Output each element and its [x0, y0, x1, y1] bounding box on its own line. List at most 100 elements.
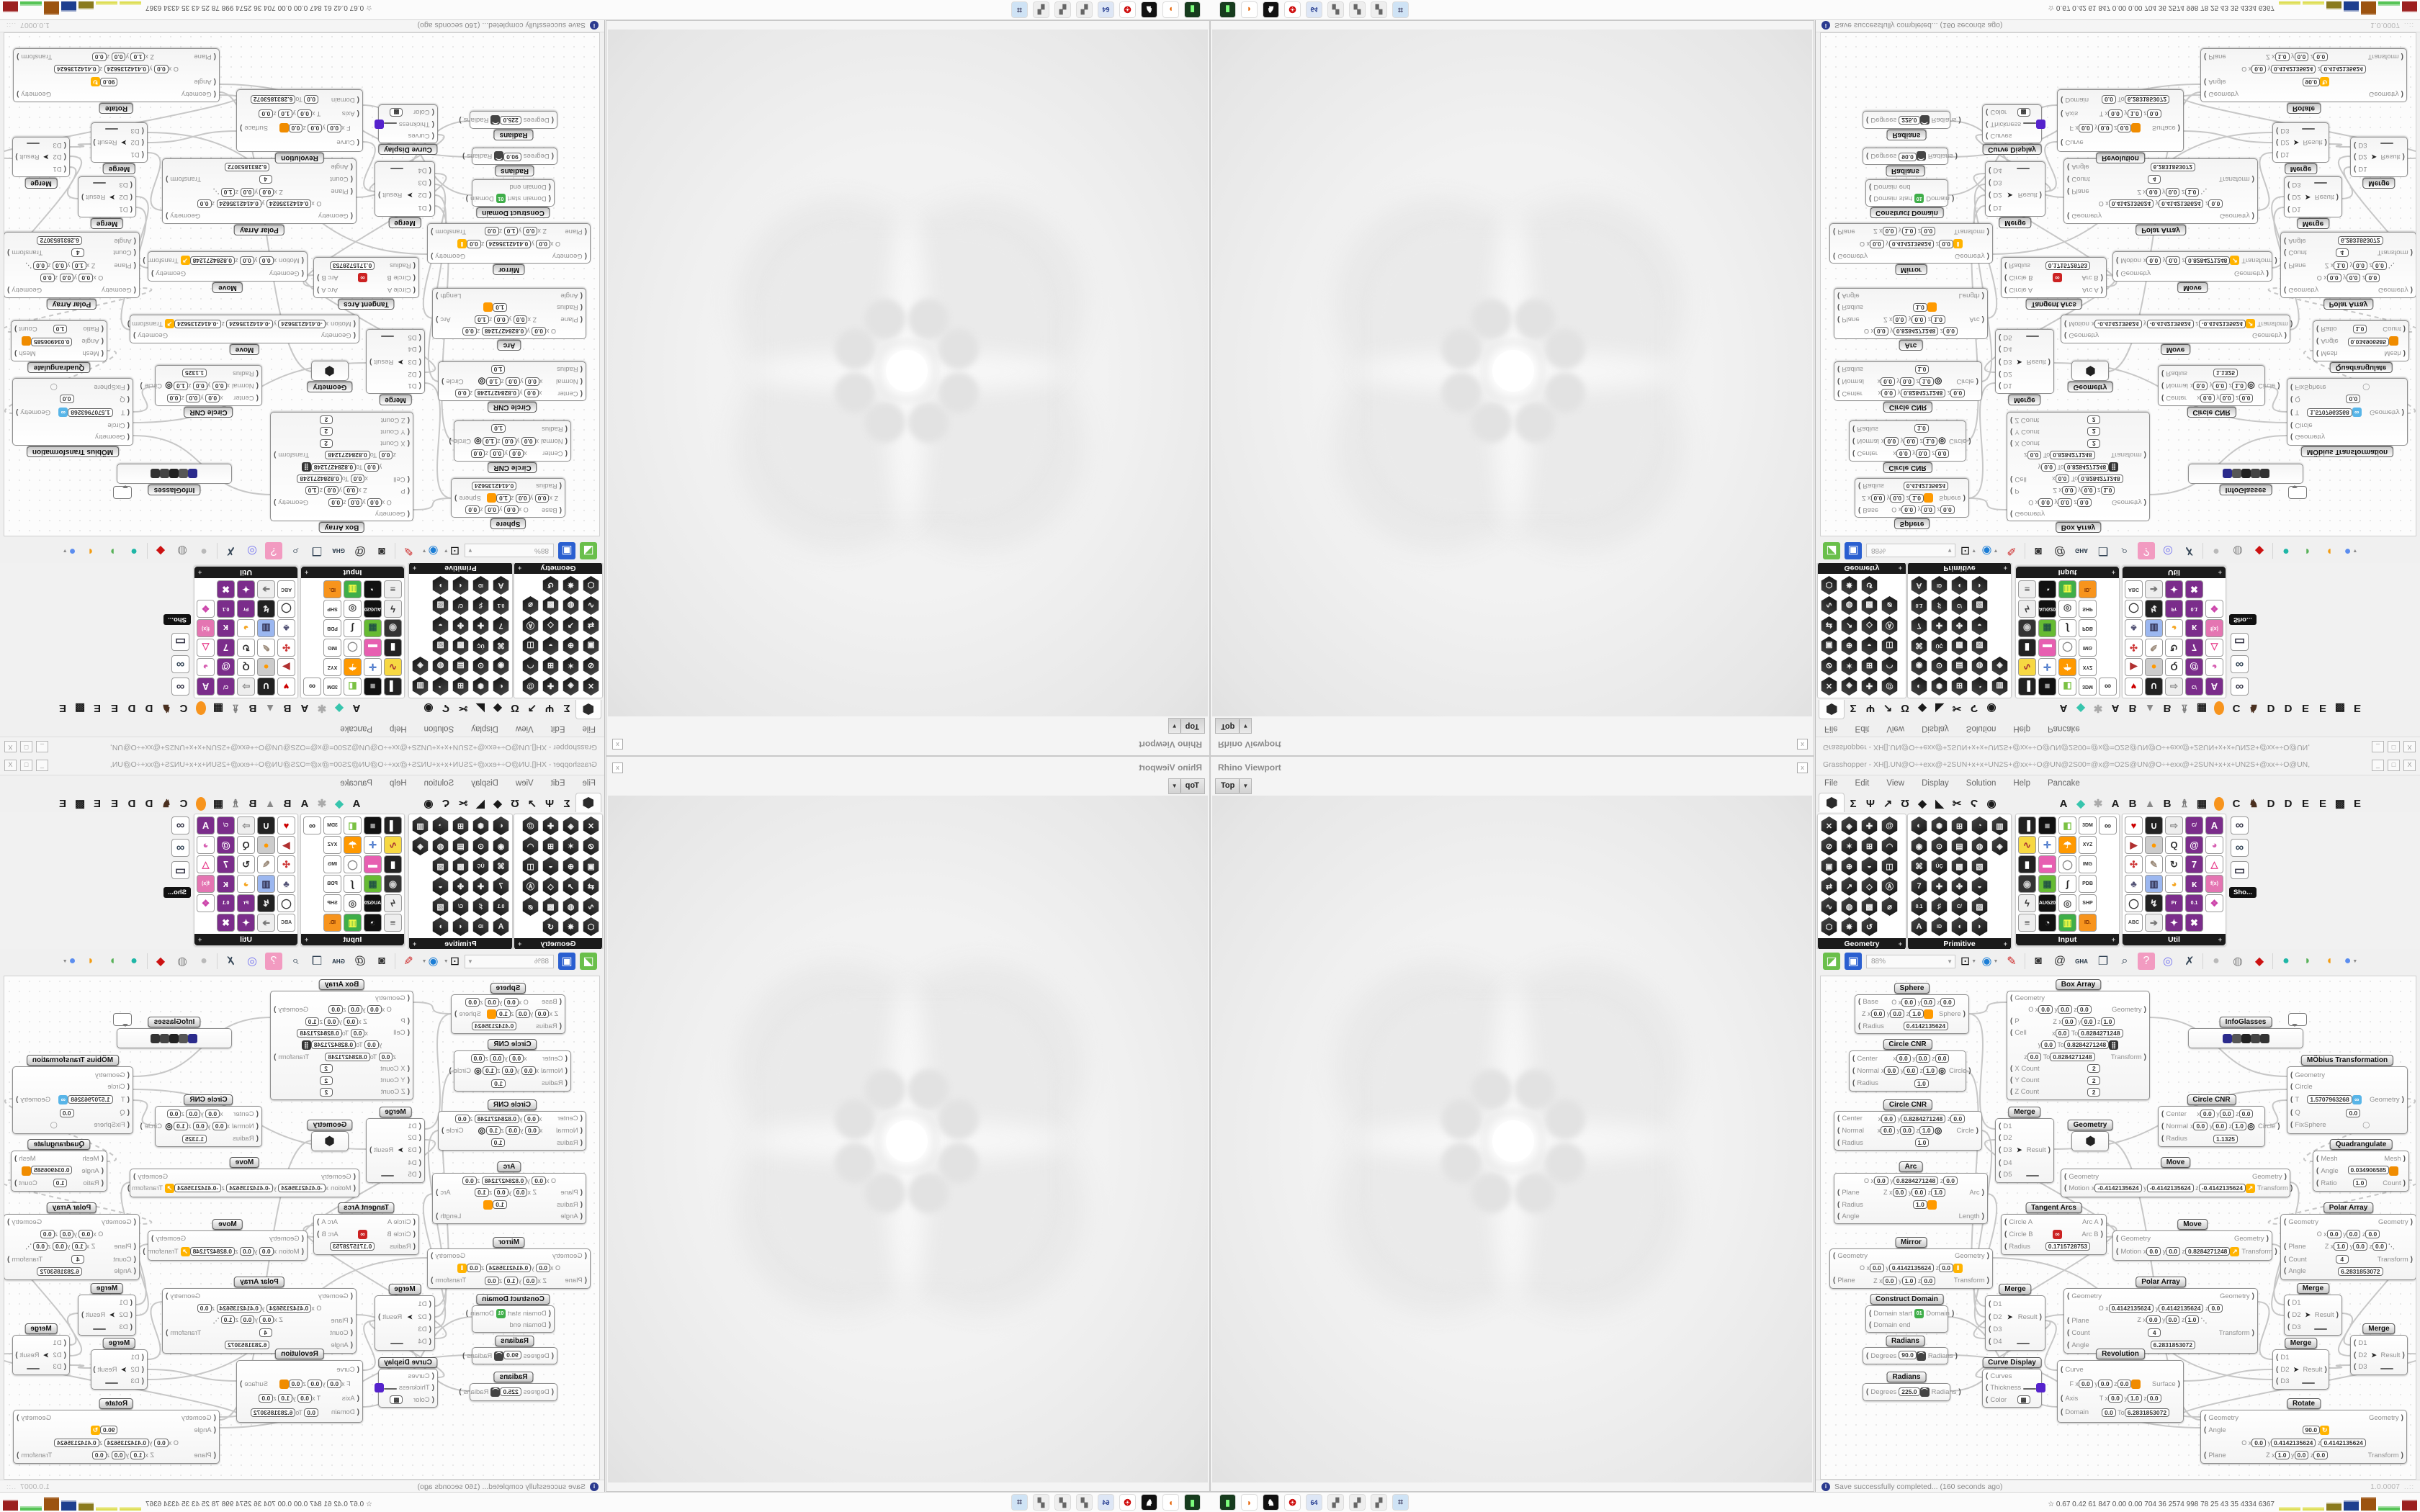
input-port[interactable]: ( — [1858, 482, 1861, 490]
output-port[interactable]: ) — [140, 382, 143, 390]
tab-mesh[interactable]: ◣ — [1935, 702, 1944, 714]
save-file-icon[interactable]: ▣ — [1845, 542, 1862, 559]
value-chip[interactable]: 0.0 — [327, 124, 342, 133]
value-chip[interactable]: 0.0 — [2200, 393, 2215, 402]
floppy64-app-icon[interactable]: 64 — [1098, 1495, 1113, 1510]
component-icon[interactable]: XYZ — [2079, 836, 2097, 854]
value-chip[interactable]: 1.0 — [1913, 1200, 1927, 1209]
component-icon[interactable]: ∞ — [2099, 678, 2117, 696]
component-icon[interactable]: ✛ — [2038, 836, 2056, 854]
component-icon[interactable]: ÜÇ — [472, 636, 490, 655]
output-port[interactable]: ) — [1976, 377, 1978, 385]
output-port[interactable]: ) — [7, 286, 10, 294]
input-port[interactable]: ( — [548, 183, 551, 191]
ribbon-group-label[interactable]: Primitive + — [1908, 562, 2011, 574]
component-icon[interactable]: ◈ — [562, 677, 580, 696]
value-chip[interactable]: 0.0 — [503, 997, 519, 1007]
output-port[interactable]: ) — [14, 325, 17, 333]
value-chip[interactable]: 1.0 — [130, 53, 145, 61]
component-icon[interactable]: κ — [217, 619, 235, 637]
value-chip[interactable]: 0.1715728753 — [2045, 261, 2091, 270]
value-chip[interactable]: 0.0 — [2200, 1110, 2215, 1119]
input-port[interactable]: ( — [407, 1076, 410, 1085]
tab-curve[interactable]: Ʊ — [510, 702, 520, 715]
output-port[interactable]: ) — [431, 251, 434, 260]
value-chip[interactable]: 0.0 — [348, 498, 362, 507]
component-icon[interactable]: ◖ — [452, 917, 470, 936]
component-icon[interactable]: ♣ — [2125, 875, 2143, 893]
value-chip[interactable]: 0.4142135624 — [2108, 1303, 2154, 1313]
save-file-icon[interactable]: ▣ — [1845, 953, 1862, 970]
output-port[interactable]: ) — [431, 227, 434, 235]
menu-item-file[interactable]: File — [582, 724, 596, 733]
tab-plugin-flower[interactable]: ✱ — [2093, 798, 2103, 810]
input-port[interactable]: ( — [357, 95, 359, 104]
component-icon[interactable]: ID. — [323, 580, 341, 598]
input-port[interactable]: ( — [127, 1083, 130, 1092]
component-icon[interactable]: ▧ — [1971, 636, 1989, 655]
input-port[interactable]: ( — [584, 1277, 587, 1285]
input-port[interactable]: ( — [1869, 194, 1872, 202]
tab-plugin-mountain[interactable]: ▲ — [264, 702, 276, 715]
component-icon[interactable]: ◍ — [1971, 657, 1989, 675]
component-icon[interactable]: ✺ — [1930, 677, 1948, 696]
value-chip[interactable]: 0.0 — [1943, 326, 1958, 336]
node-quadrangulate[interactable]: Quadrangulate(Mesh Mesh)(Angle 0.034906585… — [2313, 320, 2409, 373]
value-chip[interactable]: 0.0 — [2146, 1394, 2161, 1403]
overflow-component-icon[interactable]: ∞ — [171, 839, 189, 857]
menu-item-display[interactable]: Display — [471, 779, 498, 788]
input-port[interactable]: ( — [127, 1095, 130, 1104]
value-chip[interactable]: 0.0 — [59, 395, 74, 404]
component-icon[interactable]: ◕ — [237, 619, 255, 637]
input-port[interactable]: ( — [580, 292, 583, 300]
preview-off-icon[interactable]: ● — [2208, 542, 2225, 559]
component-icon[interactable]: C/ — [452, 897, 470, 916]
help-box-icon[interactable]: ? — [265, 542, 282, 559]
value-chip[interactable]: 0.0 — [40, 1229, 55, 1238]
value-chip[interactable]: 6.2831853072 — [2338, 236, 2383, 246]
input-port[interactable]: ( — [2064, 319, 2067, 328]
input-port[interactable]: ( — [418, 369, 421, 378]
value-chip[interactable]: 2 — [319, 1064, 333, 1074]
value-chip[interactable] — [2023, 1387, 2037, 1390]
component-icon[interactable]: ◒ — [1971, 877, 1988, 896]
menu-item-edit[interactable]: Edit — [1855, 779, 1870, 788]
tab-plugin-c[interactable]: C — [179, 797, 188, 810]
value-chip[interactable]: 0.0 — [2146, 109, 2161, 118]
output-port[interactable]: ) — [2143, 498, 2146, 507]
value-chip[interactable]: 0.0 — [1892, 1188, 1907, 1197]
value-chip[interactable]: 0.4142135624 — [2321, 1439, 2366, 1448]
component-icon[interactable]: ▐ — [2018, 678, 2036, 696]
value-chip[interactable]: 0.0 — [2165, 1315, 2180, 1325]
value-chip[interactable]: 0.0 — [259, 256, 274, 266]
input-port[interactable]: ( — [357, 1366, 359, 1374]
value-chip[interactable]: 0.0 — [2027, 1053, 2042, 1062]
component-icon[interactable]: ■ — [2038, 678, 2056, 696]
value-chip[interactable]: 0.0 — [1939, 1263, 1954, 1272]
component-icon[interactable]: ◈ — [1840, 677, 1858, 696]
group-expand-icon[interactable]: + — [518, 940, 522, 948]
tab-plugin-e1[interactable]: E — [2301, 797, 2309, 810]
component-icon[interactable]: ↺ — [1860, 576, 1878, 595]
input-port[interactable]: ( — [141, 138, 144, 147]
component-icon[interactable]: ↯ — [257, 600, 275, 618]
component-icon[interactable]: A — [1911, 917, 1927, 936]
group-expand-icon[interactable]: + — [2218, 569, 2222, 576]
input-port[interactable]: ( — [2316, 1179, 2319, 1187]
value-chip[interactable]: 0.4142135624 — [216, 1303, 261, 1313]
input-port[interactable]: ( — [1999, 357, 2002, 366]
component-icon[interactable]: ⊙ — [472, 837, 490, 855]
preview-shaded-icon[interactable]: ● — [2277, 542, 2295, 559]
value-chip[interactable]: 0.0 — [534, 494, 550, 503]
value-chip[interactable]: 0.0 — [1901, 997, 1917, 1007]
input-port[interactable]: ( — [1999, 345, 2002, 354]
component-icon[interactable]: △ — [197, 855, 215, 873]
component-icon[interactable]: ✦ — [237, 580, 255, 598]
object-icon[interactable]: ◙ — [373, 542, 390, 559]
input-port[interactable]: ( — [213, 1413, 216, 1422]
value-chip[interactable]: 0.0 — [2193, 382, 2208, 391]
tab-display[interactable]: ◉ — [424, 798, 434, 810]
component-icon[interactable]: ⊞ — [452, 816, 470, 835]
